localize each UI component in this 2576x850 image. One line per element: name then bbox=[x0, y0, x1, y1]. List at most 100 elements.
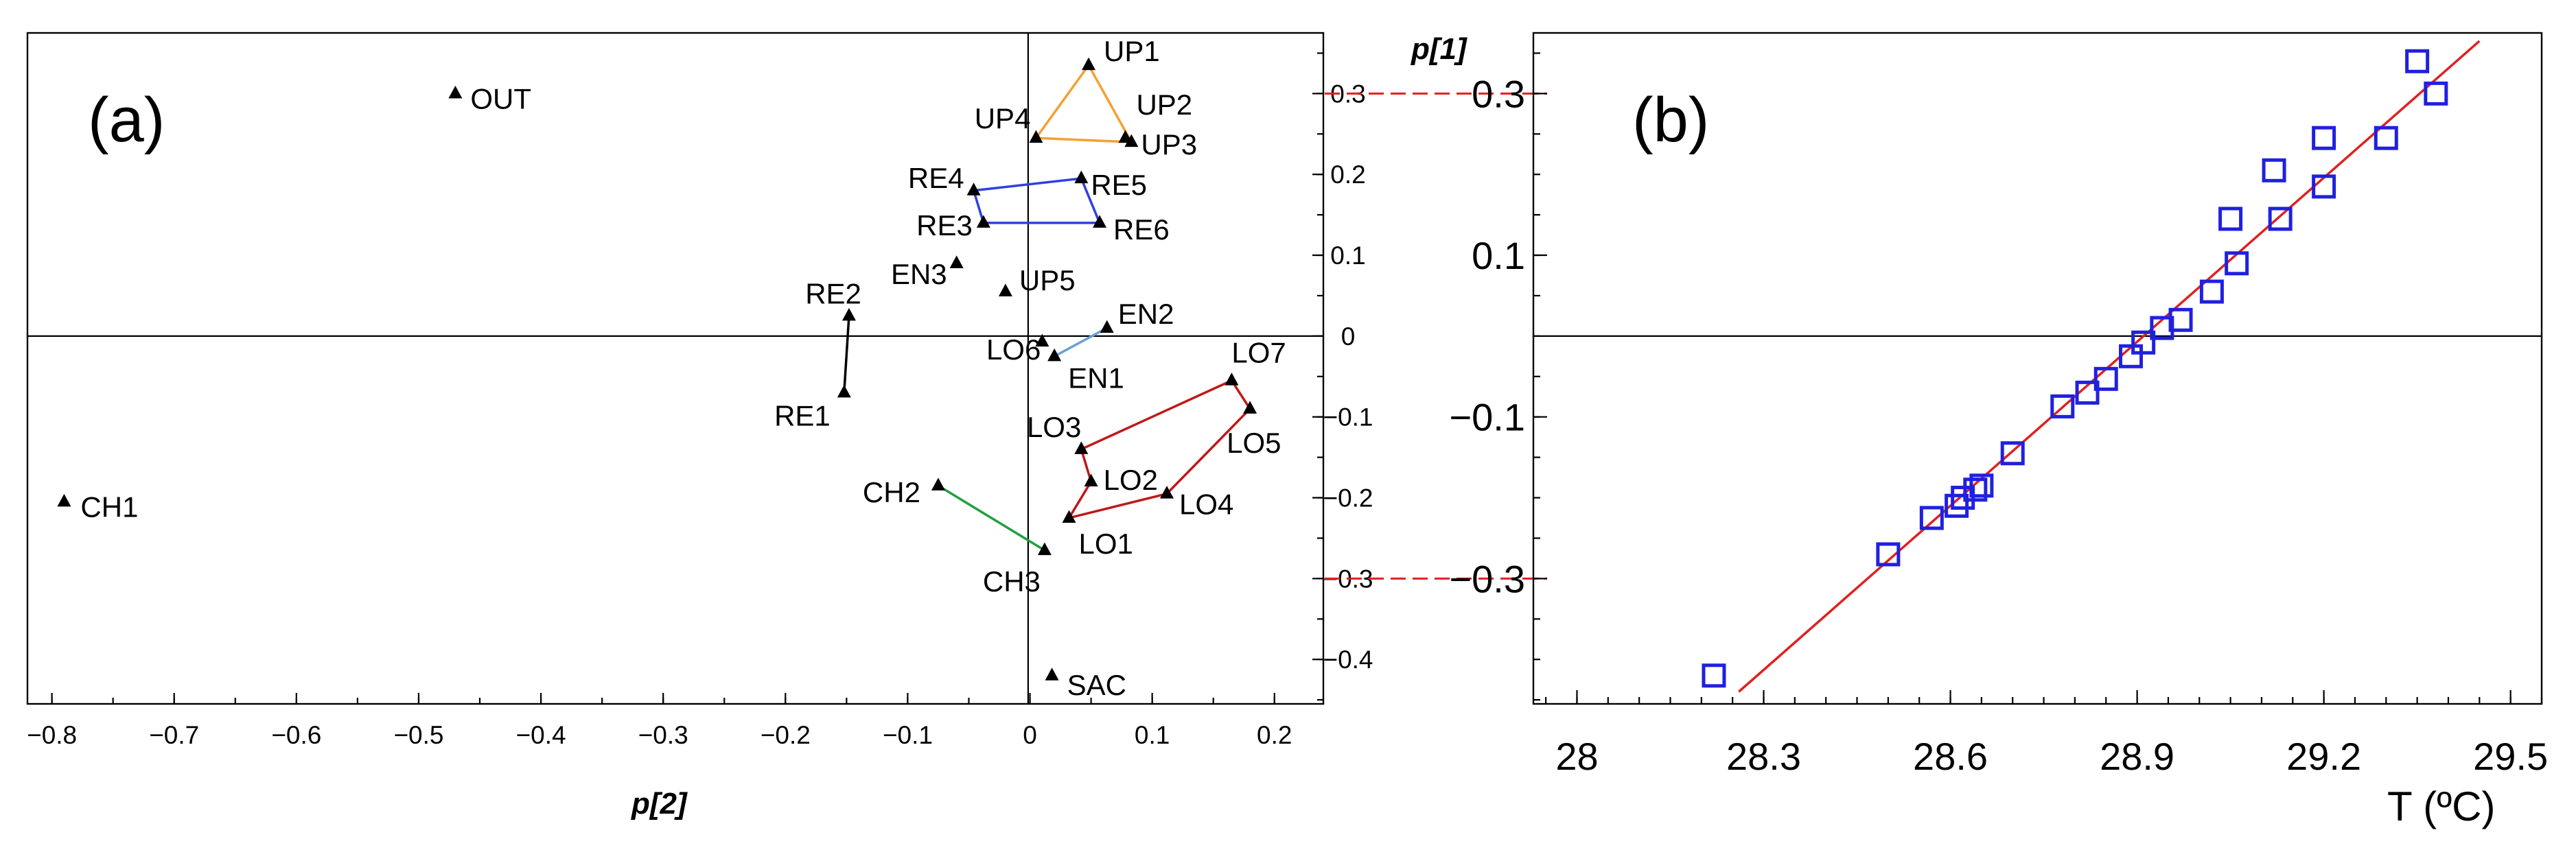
point-marker-en1 bbox=[1047, 348, 1062, 362]
temperature-point-marker bbox=[2225, 251, 2249, 276]
panel-b-x-tick-label: 28.3 bbox=[1726, 735, 1801, 778]
panel-a-x-tick-label: −0.8 bbox=[27, 721, 77, 749]
panel-b-x-tick-label: 28 bbox=[1555, 735, 1598, 778]
point-marker-re3 bbox=[976, 215, 990, 228]
point-label-re6: RE6 bbox=[1113, 213, 1170, 246]
point-label-ch3: CH3 bbox=[983, 565, 1041, 598]
panel-a-x-ticks: −0.8 −0.7 −0.6 −0.5 −0.4 −0.3 −0.2 −0.1 0 0.1 0.2 bbox=[27, 693, 1292, 749]
panel-a-x-tick-label: 0 bbox=[1023, 721, 1037, 749]
panel-a-x-tick-label: −0.4 bbox=[516, 721, 566, 749]
point-label-lo2: LO2 bbox=[1104, 464, 1158, 496]
group-outline-re-pair bbox=[843, 316, 850, 393]
point-label-lo6: LO6 bbox=[986, 333, 1041, 366]
panel-b-y-ticks: 0.3 0.1 −0.1 −0.3 bbox=[1449, 52, 1547, 701]
panel-a-x-tick-label: −0.7 bbox=[149, 721, 199, 749]
temperature-point-marker bbox=[1876, 542, 1901, 567]
panel-b-x-tick-label: 29.5 bbox=[2473, 735, 2548, 778]
temperature-point-marker bbox=[2312, 174, 2336, 199]
point-marker-ch2 bbox=[931, 477, 945, 491]
point-label-out: OUT bbox=[470, 82, 531, 115]
point-marker-lo2 bbox=[1084, 473, 1098, 486]
panel-a-x-tick-label: −0.3 bbox=[638, 721, 688, 749]
panel-b-y-tick-label: −0.3 bbox=[1449, 557, 1525, 600]
point-label-lo5: LO5 bbox=[1227, 427, 1281, 459]
panel-a-x-tick-label: −0.2 bbox=[761, 721, 811, 749]
point-marker-lo3 bbox=[1074, 441, 1089, 454]
point-marker-lo5 bbox=[1243, 401, 1257, 414]
panel-b-y-tick-label: −0.1 bbox=[1449, 396, 1525, 439]
point-marker-up5 bbox=[998, 283, 1012, 297]
point-marker-ch1 bbox=[57, 493, 71, 507]
point-label-up2: UP2 bbox=[1136, 88, 1192, 121]
panel-b-x-tick-label: 28.6 bbox=[1913, 735, 1988, 778]
temperature-point-marker bbox=[1919, 506, 1944, 530]
point-marker-en3 bbox=[949, 255, 964, 268]
panel-b-points bbox=[1702, 49, 2448, 688]
panel-a-y-tick-label: −0.1 bbox=[1323, 403, 1373, 432]
temperature-point-marker bbox=[2000, 441, 2025, 466]
panel-a-x-tick-label: 0.2 bbox=[1257, 721, 1292, 749]
point-marker-lo1 bbox=[1062, 510, 1076, 523]
temperature-point-marker bbox=[2405, 49, 2430, 73]
panel-b-frame bbox=[1532, 32, 2543, 705]
temperature-point-marker bbox=[2050, 394, 2075, 418]
point-label-re4: RE4 bbox=[908, 162, 964, 194]
panel-b-x-ticks: 28 28.3 28.6 28.9 29.2 29.5 bbox=[1545, 690, 2548, 778]
panel-a-x-tick-label: −0.5 bbox=[393, 721, 443, 749]
point-label-ch2: CH2 bbox=[863, 476, 920, 508]
temperature-point-marker bbox=[1969, 473, 1994, 498]
temperature-point-marker bbox=[1951, 486, 1975, 510]
point-label-lo1: LO1 bbox=[1079, 528, 1133, 560]
panel-a-x-tick-label: 0.1 bbox=[1135, 721, 1170, 749]
panel-a-x-tick-label: −0.1 bbox=[883, 721, 933, 749]
point-marker-re6 bbox=[1093, 215, 1107, 228]
panel-b-label: (b) bbox=[1632, 85, 1709, 155]
temperature-point-marker bbox=[1702, 663, 1726, 688]
temperature-point-marker bbox=[2131, 330, 2156, 355]
panel-a-frame bbox=[26, 32, 1325, 705]
panel-b-x-tick-label: 28.9 bbox=[2100, 735, 2174, 778]
point-marker-up4 bbox=[1029, 130, 1043, 143]
temperature-point-marker bbox=[2093, 366, 2118, 391]
point-marker-lo7 bbox=[1225, 373, 1239, 386]
point-label-re3: RE3 bbox=[916, 209, 973, 241]
point-label-lo7: LO7 bbox=[1231, 337, 1286, 369]
point-marker-up1 bbox=[1082, 57, 1096, 71]
panel-a-x-axis-label: p[2] bbox=[631, 787, 688, 821]
group-outline-up bbox=[1034, 64, 1133, 143]
panel-b-y-tick-label: 0.1 bbox=[1472, 234, 1525, 277]
panel-a-y-tick-label: 0 bbox=[1341, 322, 1356, 351]
temperature-point-marker bbox=[2312, 126, 2336, 150]
temperature-point-marker bbox=[2424, 81, 2448, 106]
point-label-sac: SAC bbox=[1067, 669, 1126, 701]
point-label-lo3: LO3 bbox=[1027, 411, 1081, 443]
reference-lines bbox=[1325, 92, 1547, 580]
point-label-ch1: CH1 bbox=[80, 491, 138, 523]
panel-a-points: OUT CH1 CH2 CH3 UP1 UP2 UP3 UP4 UP5 RE1 RE2 RE3 RE4 R… bbox=[57, 35, 1286, 701]
point-label-en3: EN3 bbox=[891, 258, 947, 290]
point-marker-en2 bbox=[1100, 320, 1114, 333]
point-marker-out bbox=[448, 85, 463, 99]
regression-line bbox=[1738, 40, 2481, 693]
point-marker-re1 bbox=[837, 384, 851, 398]
panel-a-y-tick-label: 0.2 bbox=[1330, 161, 1365, 189]
point-marker-lo4 bbox=[1160, 486, 1174, 499]
point-label-en2: EN2 bbox=[1118, 298, 1174, 330]
point-label-re5: RE5 bbox=[1091, 169, 1147, 201]
point-label-lo4: LO4 bbox=[1179, 488, 1233, 521]
temperature-point-marker bbox=[2150, 316, 2174, 340]
panel-a-y-tick-label: 0.1 bbox=[1330, 241, 1365, 270]
point-marker-re5 bbox=[1074, 170, 1089, 184]
point-label-re2: RE2 bbox=[805, 277, 861, 309]
temperature-point-marker bbox=[2119, 344, 2144, 368]
temperature-point-marker bbox=[2168, 307, 2193, 332]
temperature-point-marker bbox=[2075, 380, 2100, 405]
point-marker-up3 bbox=[1124, 134, 1139, 147]
point-label-up3: UP3 bbox=[1141, 128, 1197, 161]
point-label-en1: EN1 bbox=[1068, 362, 1124, 394]
point-marker-ch3 bbox=[1037, 542, 1052, 556]
temperature-point-marker bbox=[1945, 493, 1969, 518]
panel-b-x-axis-label: T (ºC) bbox=[2387, 783, 2495, 829]
temperature-point-marker bbox=[1963, 477, 1988, 502]
